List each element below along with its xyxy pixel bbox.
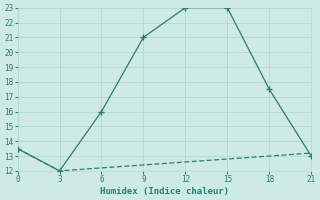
X-axis label: Humidex (Indice chaleur): Humidex (Indice chaleur) — [100, 187, 229, 196]
